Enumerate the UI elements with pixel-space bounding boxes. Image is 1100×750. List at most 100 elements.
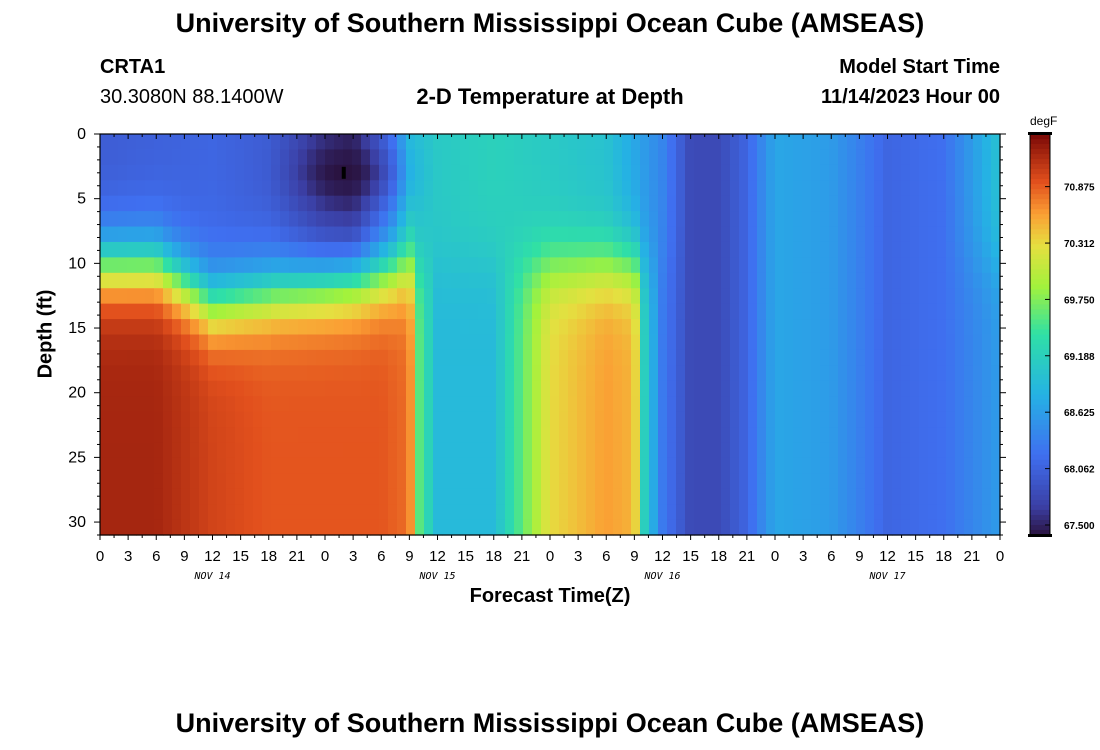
heatmap-cell [748, 427, 758, 444]
heatmap-cell [883, 427, 893, 444]
heatmap-cell [757, 473, 767, 490]
heatmap-cell [289, 349, 299, 366]
heatmap-cell [748, 180, 758, 197]
heatmap-cell [523, 164, 533, 181]
heatmap-cell [793, 180, 803, 197]
heatmap-cell [397, 349, 407, 366]
heatmap-cell [847, 226, 857, 243]
heatmap-cell [775, 257, 785, 274]
heatmap-cell [406, 334, 416, 351]
heatmap-cell [604, 272, 614, 289]
heatmap-cell [172, 164, 182, 181]
heatmap-cell [649, 488, 659, 505]
heatmap-cell [208, 457, 218, 474]
heatmap-cell [973, 226, 983, 243]
heatmap-cell [847, 442, 857, 459]
heatmap-cell [928, 180, 938, 197]
colorbar-tick-label: 70.875 [1064, 183, 1095, 194]
heatmap-cell [163, 334, 173, 351]
colorbar-swatch [1030, 464, 1050, 471]
heatmap-cell [766, 349, 776, 366]
heatmap-cell [649, 149, 659, 166]
heatmap-cell [433, 211, 443, 228]
heatmap-cell [883, 411, 893, 428]
heatmap-cell [694, 226, 704, 243]
heatmap-cell [595, 457, 605, 474]
heatmap-cell [244, 164, 254, 181]
colorbar-swatch [1030, 139, 1050, 145]
heatmap-cell [739, 334, 749, 351]
heatmap-cell [676, 442, 686, 459]
heatmap-cell [829, 241, 839, 258]
heatmap-cell [217, 319, 227, 336]
heatmap-cell [136, 180, 146, 197]
heatmap-cell [343, 241, 353, 258]
heatmap-cell [622, 319, 632, 336]
heatmap-cell [793, 411, 803, 428]
heatmap-cell [775, 241, 785, 258]
heatmap-cell [937, 396, 947, 413]
heatmap-cell [802, 303, 812, 320]
heatmap-cell [757, 211, 767, 228]
heatmap-cell [514, 257, 524, 274]
heatmap-cell [487, 349, 497, 366]
heatmap-cell [982, 349, 992, 366]
heatmap-cell [577, 380, 587, 397]
heatmap-cell [595, 504, 605, 521]
heatmap-cell [379, 134, 389, 151]
heatmap-cell [937, 195, 947, 212]
heatmap-cell [307, 195, 317, 212]
heatmap-cell [919, 519, 929, 536]
heatmap-cell [496, 149, 506, 166]
heatmap-cell [721, 504, 731, 521]
heatmap-cell [883, 226, 893, 243]
heatmap-cell [775, 319, 785, 336]
heatmap-cell [415, 272, 425, 289]
heatmap-cell [379, 149, 389, 166]
heatmap-cell [901, 149, 911, 166]
heatmap-cell [919, 380, 929, 397]
heatmap-cell [586, 272, 596, 289]
heatmap-cell [595, 180, 605, 197]
heatmap-cell [154, 303, 164, 320]
heatmap-cell [937, 365, 947, 382]
heatmap-cell [973, 180, 983, 197]
heatmap-cell [208, 488, 218, 505]
heatmap-cell [325, 134, 335, 151]
heatmap-cell [991, 504, 1001, 521]
heatmap-cell [235, 473, 245, 490]
heatmap-cell [451, 211, 461, 228]
heatmap-cell [442, 504, 452, 521]
heatmap-cell [217, 442, 227, 459]
heatmap-cell [946, 473, 956, 490]
heatmap-cell [847, 195, 857, 212]
heatmap-cell [622, 349, 632, 366]
heatmap-cell [298, 195, 308, 212]
heatmap-cell [136, 396, 146, 413]
heatmap-cell [784, 473, 794, 490]
heatmap-cell [514, 334, 524, 351]
heatmap-cell [523, 334, 533, 351]
heatmap-cell [136, 488, 146, 505]
heatmap-cell [937, 257, 947, 274]
colorbar-swatch [1030, 524, 1050, 531]
heatmap-cell [613, 288, 623, 305]
heatmap-cell [505, 303, 515, 320]
colorbar-swatch [1030, 199, 1050, 205]
heatmap-cell [829, 488, 839, 505]
heatmap-cell [487, 272, 497, 289]
heatmap-cell [928, 226, 938, 243]
heatmap-cell [451, 519, 461, 536]
heatmap-cell [991, 488, 1001, 505]
heatmap-cell [973, 519, 983, 536]
heatmap-cell [793, 149, 803, 166]
heatmap-cell [721, 241, 731, 258]
heatmap-cell [343, 365, 353, 382]
heatmap-cell [307, 319, 317, 336]
heatmap-cell [685, 134, 695, 151]
heatmap-cell [325, 211, 335, 228]
heatmap-cell [190, 519, 200, 536]
heatmap-cell [820, 349, 830, 366]
heatmap-cell [190, 365, 200, 382]
heatmap-cell [487, 427, 497, 444]
